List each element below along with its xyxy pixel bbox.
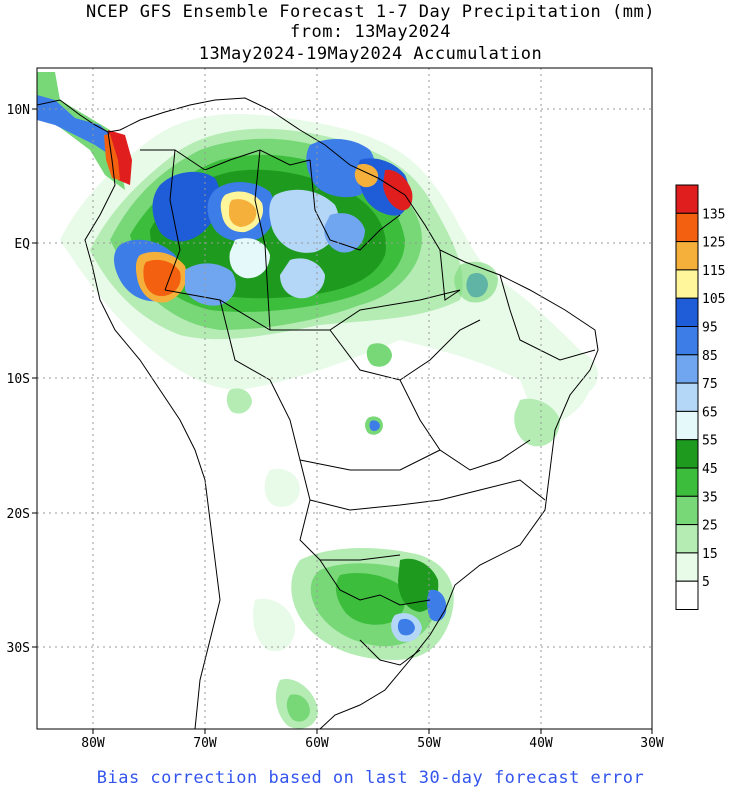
title-line-2: from: 13May2024 bbox=[289, 22, 452, 42]
lat-label-30s: 30S bbox=[7, 641, 30, 656]
lon-label-40w: 40W bbox=[529, 736, 553, 751]
lon-label-30w: 30W bbox=[640, 736, 664, 751]
lat-label-eq: EQ bbox=[14, 237, 30, 252]
legend-label: 95 bbox=[702, 321, 718, 336]
legend-swatch bbox=[675, 524, 699, 554]
map-gridlines bbox=[37, 68, 652, 729]
lon-label-50w: 50W bbox=[417, 736, 441, 751]
bias-correction-note: Bias correction based on last 30-day for… bbox=[96, 768, 645, 788]
legend-label: 135 bbox=[702, 207, 725, 222]
legend-swatch bbox=[675, 212, 699, 243]
lon-label-80w: 80W bbox=[81, 736, 105, 751]
legend-label: 75 bbox=[702, 377, 718, 392]
lon-label-60w: 60W bbox=[305, 736, 329, 751]
legend-label: 45 bbox=[702, 462, 718, 477]
legend-label: 55 bbox=[702, 434, 718, 449]
lat-label-20s: 20S bbox=[7, 507, 30, 522]
map-frame bbox=[36, 67, 653, 730]
legend-label: 115 bbox=[702, 264, 725, 279]
legend-label: 85 bbox=[702, 349, 718, 364]
legend-label: 25 bbox=[702, 519, 718, 534]
legend-label: 105 bbox=[702, 292, 725, 307]
legend-swatch bbox=[675, 439, 699, 469]
legend-swatch bbox=[675, 326, 699, 356]
legend-swatch bbox=[675, 580, 699, 611]
axis-ticks bbox=[32, 108, 653, 734]
legend-swatch bbox=[675, 269, 699, 299]
legend-label: 125 bbox=[702, 236, 725, 251]
title-line-1: NCEP GFS Ensemble Forecast 1-7 Day Preci… bbox=[86, 2, 655, 22]
legend-swatch bbox=[675, 552, 699, 582]
legend-swatch bbox=[675, 495, 699, 526]
precipitation-legend: 135 125 115 105 95 85 75 65 55 45 35 25 15 5 bbox=[675, 184, 725, 611]
legend-swatch bbox=[675, 184, 699, 214]
legend-swatch bbox=[675, 467, 699, 497]
legend-label: 5 bbox=[702, 575, 710, 590]
legend-swatch bbox=[675, 297, 699, 328]
legend-swatch bbox=[675, 354, 699, 384]
legend-label: 35 bbox=[702, 490, 718, 505]
legend-swatch bbox=[675, 382, 699, 412]
coastlines-and-borders bbox=[37, 97, 599, 729]
legend-swatch bbox=[675, 410, 699, 441]
lon-label-70w: 70W bbox=[193, 736, 217, 751]
lat-label-10s: 10S bbox=[7, 372, 30, 387]
precipitation-shading bbox=[37, 72, 598, 729]
legend-label: 65 bbox=[702, 405, 718, 420]
lat-label-10n: 10N bbox=[7, 103, 30, 118]
legend-label: 15 bbox=[702, 547, 718, 562]
title-line-3: 13May2024-19May2024 Accumulation bbox=[198, 44, 543, 64]
legend-swatch bbox=[675, 241, 699, 271]
